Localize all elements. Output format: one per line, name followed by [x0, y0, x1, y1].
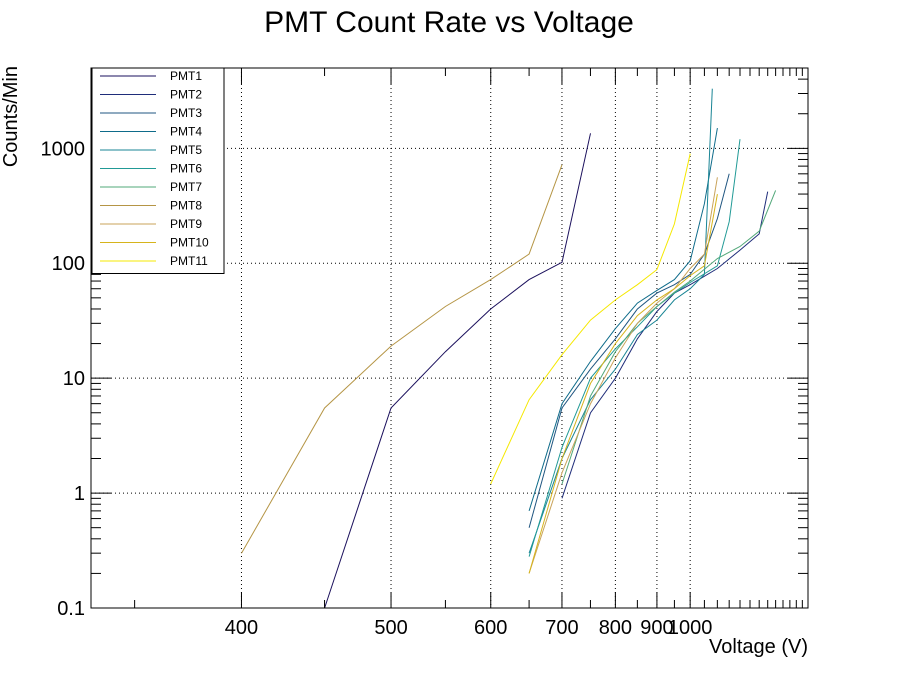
series-line-pmt10: [528, 194, 718, 574]
legend-label-pmt5: PMT5: [170, 143, 202, 157]
legend-label-pmt11: PMT11: [170, 254, 208, 268]
x-tick-label: 400: [225, 617, 258, 639]
legend: PMT1 PMT2 PMT3 PMT4 PMT5 PMT6 PMT7 PMT8 PMT9 PMT1…: [91, 67, 225, 274]
legend-label-pmt1: PMT1: [170, 69, 202, 83]
legend-box: [91, 67, 225, 274]
x-axis-label: Voltage (V): [709, 636, 808, 658]
series-line-pmt11: [490, 153, 691, 485]
series-line-pmt7: [561, 190, 777, 485]
chart-title: PMT Count Rate vs Voltage: [264, 6, 634, 39]
x-tick-label: 800: [599, 617, 632, 639]
series-line-pmt8: [241, 164, 563, 554]
legend-label-pmt8: PMT8: [170, 199, 202, 213]
y-tick-label: 100: [52, 253, 85, 275]
plot-border: [90, 67, 809, 609]
y-tick-label: 1: [74, 483, 85, 505]
series-line-pmt2: [561, 191, 769, 499]
x-tick-label: 500: [374, 617, 407, 639]
legend-label-pmt10: PMT10: [170, 236, 209, 250]
x-tick-label: 1000: [668, 617, 713, 639]
series-line-pmt4: [528, 128, 718, 512]
series-line-pmt9: [528, 177, 718, 574]
x-tick-label: 600: [474, 617, 507, 639]
series-line-pmt6: [528, 139, 741, 557]
y-tick-label: 10: [63, 368, 85, 390]
series-line-pmt1: [324, 133, 591, 609]
legend-label-pmt3: PMT3: [170, 106, 202, 120]
x-tick-label: 700: [545, 617, 578, 639]
legend-label-pmt7: PMT7: [170, 180, 202, 194]
x-tick-label: 900: [640, 617, 673, 639]
series-line-pmt3: [528, 173, 730, 528]
legend-label-pmt4: PMT4: [170, 125, 202, 139]
y-tick-label: 0.1: [57, 598, 85, 620]
legend-label-pmt9: PMT9: [170, 217, 202, 231]
legend-label-pmt2: PMT2: [170, 88, 202, 102]
series-line-pmt5: [528, 88, 713, 554]
y-axis-label: Counts/Min: [0, 66, 22, 167]
y-tick-label: 1000: [41, 138, 86, 160]
legend-label-pmt6: PMT6: [170, 162, 202, 176]
series-lines: [241, 88, 777, 609]
